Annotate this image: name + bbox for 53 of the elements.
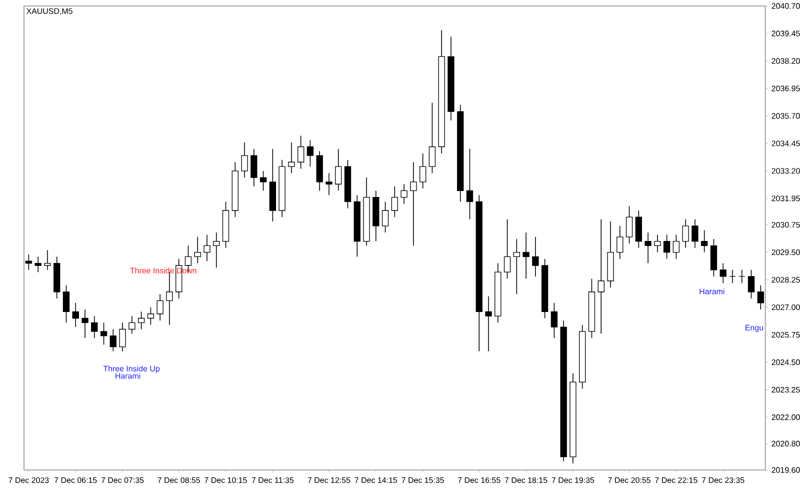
candlestick: [147, 306, 154, 326]
candlestick: [729, 269, 736, 284]
candlestick: [250, 148, 258, 187]
candlestick: [44, 250, 51, 270]
candlestick: [400, 184, 408, 204]
candlestick: [326, 172, 332, 196]
candlestick: [522, 232, 530, 280]
candlestick: [110, 328, 116, 352]
candlestick: [626, 206, 633, 244]
candlestick: [91, 316, 98, 338]
candlestick: [100, 322, 108, 346]
candlestick: [513, 238, 520, 294]
candlestick: [204, 234, 210, 262]
candlestick: [62, 284, 70, 324]
candlestick: [598, 218, 604, 334]
candlestick: [701, 230, 708, 253]
candlestick: [128, 316, 136, 334]
candlestick: [241, 142, 248, 178]
candlestick: [757, 284, 764, 310]
candlestick: [748, 269, 755, 299]
candlestick: [391, 186, 398, 218]
candlestick: [297, 135, 304, 170]
candlestick: [720, 262, 726, 284]
candlestick: [532, 236, 539, 277]
candlestick: [166, 272, 173, 326]
candlestick: [194, 236, 201, 264]
candlestick: [419, 152, 426, 189]
candlestick: [692, 218, 698, 248]
candlestick: [82, 309, 88, 338]
candlestick: [213, 232, 220, 268]
candlestick: [504, 218, 511, 280]
candlestick: [663, 234, 670, 260]
candlestick: [156, 294, 164, 321]
candlestick: [654, 234, 661, 253]
candlestick: [738, 269, 746, 284]
candlestick: [34, 256, 42, 272]
candlestick: [72, 302, 79, 328]
candlestick: [260, 170, 267, 192]
candlestick: [466, 148, 474, 220]
candlestick: [335, 148, 342, 192]
candlestick: [288, 142, 295, 174]
candlestick: [550, 302, 558, 338]
candlestick: [428, 102, 436, 174]
candlestick: [644, 232, 652, 264]
candlestick: [672, 234, 680, 260]
candlestick: [485, 296, 492, 352]
candlestick: [410, 162, 417, 246]
candlestick: [682, 218, 689, 248]
candlestick: [119, 322, 126, 352]
candlestick: [306, 140, 314, 167]
candlestick: [382, 201, 389, 233]
candlestick: [138, 311, 145, 330]
candlestick: [616, 226, 624, 260]
